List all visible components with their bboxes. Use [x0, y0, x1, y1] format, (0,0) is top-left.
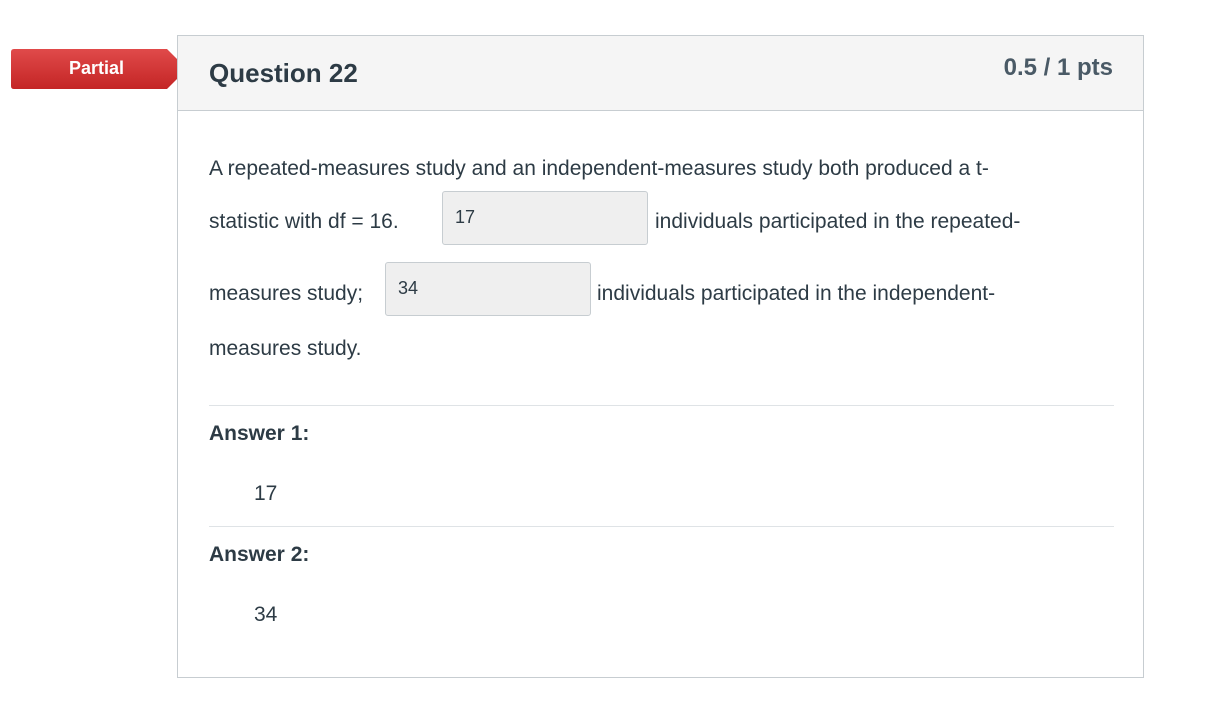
question-header: Question 22 0.5 / 1 pts	[178, 36, 1143, 111]
answer-2-label: Answer 2:	[209, 543, 310, 566]
question-text-line-3-start: measures study;	[209, 282, 364, 305]
question-text-line-4: measures study.	[209, 337, 362, 360]
answers-divider	[209, 405, 1114, 406]
answer-divider	[209, 526, 1114, 527]
answer-1-label: Answer 1:	[209, 422, 310, 445]
question-text-line-3-end: individuals participated in the independ…	[597, 282, 996, 305]
question-card: Question 22 0.5 / 1 pts A repeated-measu…	[177, 35, 1144, 678]
answer-1-value: 17	[254, 482, 278, 505]
question-points: 0.5 / 1 pts	[1003, 54, 1113, 81]
blank-input-2[interactable]: 34	[385, 262, 591, 316]
status-badge-label: Partial	[69, 58, 125, 78]
answer-2-value: 34	[254, 603, 278, 626]
question-text-line-2-end: individuals participated in the repeated…	[655, 210, 1021, 233]
status-badge-shape	[11, 49, 187, 89]
question-title: Question 22	[209, 58, 358, 88]
question-text-line-2-start: statistic with df = 16.	[209, 210, 399, 233]
question-text-line-1: A repeated-measures study and an indepen…	[209, 157, 989, 180]
status-badge: Partial	[11, 49, 187, 89]
blank-input-1[interactable]: 17	[442, 191, 648, 245]
